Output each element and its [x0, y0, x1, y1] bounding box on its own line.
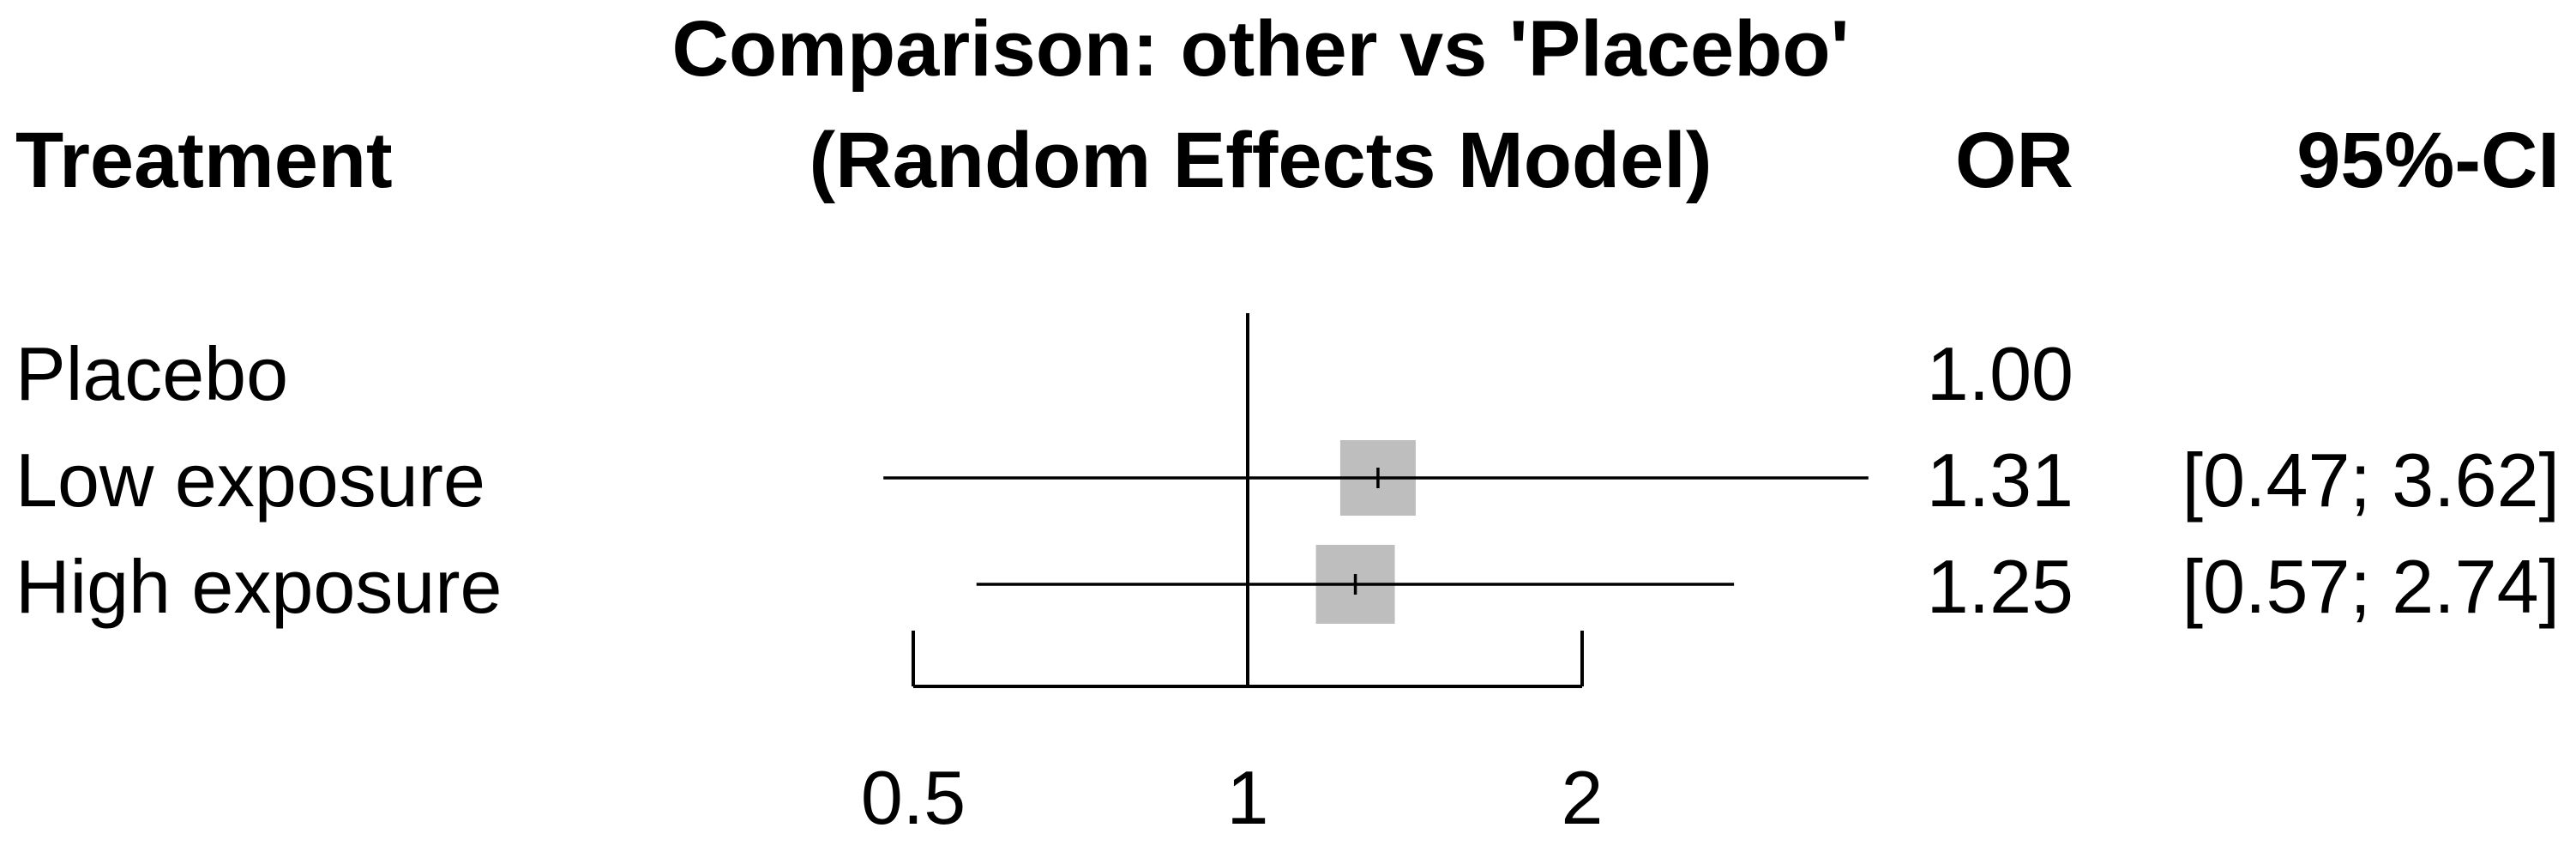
column-header-treatment: Treatment [15, 117, 393, 204]
x-axis-tick-label-1: 1 [1227, 755, 1269, 840]
or-value-placebo: 1.00 [1927, 331, 2073, 416]
ci-value-high-exposure: [0.57; 2.74] [2182, 544, 2560, 629]
ci-value-low-exposure: [0.47; 3.62] [2182, 438, 2560, 523]
chart-subtitle: (Random Effects Model) [810, 117, 1712, 204]
row-label-low-exposure: Low exposure [15, 438, 485, 523]
column-header-or: OR [1955, 117, 2073, 204]
row-label-placebo: Placebo [15, 331, 288, 416]
x-axis-tick-label-0.5: 0.5 [861, 755, 966, 840]
or-value-high-exposure: 1.25 [1927, 544, 2073, 629]
column-header-ci: 95%-CI [2296, 117, 2560, 204]
x-axis-tick-label-2: 2 [1562, 755, 1604, 840]
row-label-high-exposure: High exposure [15, 544, 502, 629]
plot-area: 0.5 1 2 [861, 313, 1869, 840]
chart-title: Comparison: other vs 'Placebo' [672, 5, 1850, 93]
or-value-low-exposure: 1.31 [1927, 438, 2073, 523]
